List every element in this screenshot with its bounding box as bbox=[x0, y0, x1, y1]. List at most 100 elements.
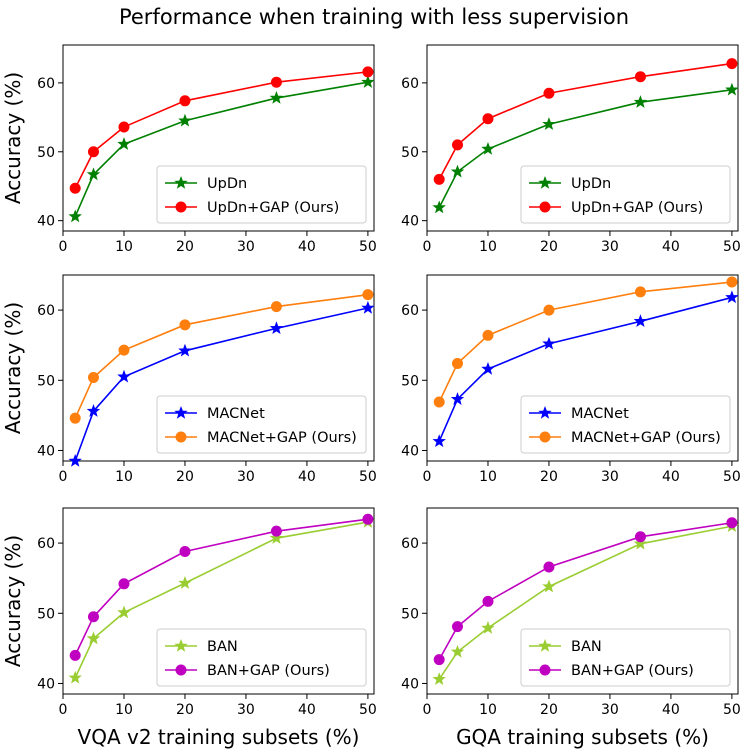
legend: MACNet MACNet+GAP (Ours) bbox=[156, 395, 367, 454]
data-point bbox=[117, 605, 131, 619]
legend-item: BAN bbox=[165, 638, 238, 655]
legend-label: BAN bbox=[571, 639, 602, 655]
x-tick-label: 20 bbox=[540, 469, 558, 485]
legend-marker bbox=[174, 638, 188, 652]
legend-marker bbox=[539, 201, 551, 213]
data-point bbox=[543, 304, 555, 316]
x-tick-label: 40 bbox=[298, 469, 316, 485]
x-tick-label: 10 bbox=[115, 702, 133, 718]
data-point bbox=[69, 412, 81, 424]
series-macnet bbox=[68, 300, 375, 467]
legend-marker bbox=[539, 431, 551, 443]
data-point bbox=[432, 200, 446, 214]
data-point bbox=[543, 561, 555, 573]
data-point bbox=[633, 536, 648, 550]
x-tick-label: 50 bbox=[723, 469, 741, 485]
series-macnet-gap-ours- bbox=[69, 289, 374, 424]
x-tick-label: 10 bbox=[479, 239, 497, 255]
data-point bbox=[481, 620, 495, 634]
legend-item: MACNet+GAP (Ours) bbox=[529, 430, 721, 446]
data-point bbox=[270, 525, 282, 537]
series-ban-gap-ours- bbox=[433, 517, 738, 666]
x-tick-label: 20 bbox=[540, 702, 558, 718]
y-axis-label: Accuracy (%) bbox=[1, 302, 25, 434]
legend-label: MACNet bbox=[571, 406, 629, 422]
y-tick-label: 60 bbox=[37, 76, 55, 92]
legend-marker bbox=[538, 175, 552, 189]
series-updn-gap-ours- bbox=[433, 58, 738, 185]
data-point bbox=[269, 531, 284, 544]
legend-marker bbox=[538, 405, 552, 419]
x-tick-label: 0 bbox=[59, 469, 68, 485]
x-tick-label: 30 bbox=[237, 469, 255, 485]
x-tick-label: 10 bbox=[115, 469, 133, 485]
x-tick-label: 50 bbox=[359, 702, 377, 718]
data-point bbox=[725, 290, 739, 304]
data-point bbox=[86, 167, 101, 181]
chart-panel-5: 0 10 20 30 40 50 40 50 60 Accuracy (%) VQA v2 trai… bbox=[1, 507, 377, 749]
x-tick-label: 0 bbox=[59, 239, 68, 255]
data-point bbox=[68, 453, 82, 467]
data-point bbox=[726, 517, 738, 529]
x-tick-label: 20 bbox=[176, 239, 194, 255]
data-point bbox=[450, 392, 465, 405]
legend-marker bbox=[175, 431, 187, 443]
legend: MACNet MACNet+GAP (Ours) bbox=[520, 395, 731, 454]
data-point bbox=[432, 434, 446, 448]
data-point bbox=[87, 611, 99, 623]
x-tick-label: 50 bbox=[723, 239, 741, 255]
data-point bbox=[87, 146, 99, 158]
legend-box bbox=[156, 165, 367, 224]
legend-item: BAN+GAP (Ours) bbox=[165, 663, 330, 679]
y-tick-label: 60 bbox=[401, 76, 419, 92]
legend-marker bbox=[174, 175, 188, 189]
x-tick-label: 30 bbox=[601, 239, 619, 255]
x-tick-label: 40 bbox=[662, 702, 680, 718]
y-tick-label: 60 bbox=[401, 303, 419, 319]
series-line bbox=[438, 88, 733, 208]
chart-panel-2: 0 10 20 30 40 50 40 50 60 UpDn UpDn+GAP (Ours) bbox=[401, 44, 741, 255]
x-tick-label: 50 bbox=[359, 239, 377, 255]
legend-label: UpDn+GAP (Ours) bbox=[571, 200, 703, 216]
legend-marker bbox=[174, 405, 188, 419]
data-point bbox=[178, 343, 192, 357]
data-point bbox=[69, 649, 81, 661]
legend-marker bbox=[538, 638, 552, 652]
data-point bbox=[87, 371, 99, 383]
legend-label: MACNet+GAP (Ours) bbox=[571, 430, 721, 446]
data-point bbox=[543, 87, 555, 99]
x-tick-label: 30 bbox=[601, 702, 619, 718]
data-point bbox=[451, 357, 463, 369]
legend-item: BAN bbox=[529, 638, 602, 655]
y-tick-label: 40 bbox=[401, 676, 419, 692]
data-point bbox=[433, 654, 445, 666]
series-ban-gap-ours- bbox=[69, 513, 374, 661]
y-tick-label: 60 bbox=[37, 536, 55, 552]
y-tick-label: 40 bbox=[37, 676, 55, 692]
legend-box bbox=[520, 628, 731, 687]
data-point bbox=[178, 113, 192, 127]
data-point bbox=[69, 182, 81, 194]
y-axis-label: Accuracy (%) bbox=[1, 72, 25, 204]
x-tick-label: 0 bbox=[59, 702, 68, 718]
data-point bbox=[68, 670, 82, 684]
x-tick-label: 50 bbox=[723, 702, 741, 718]
data-point bbox=[362, 66, 374, 78]
data-point bbox=[725, 82, 739, 96]
legend: UpDn UpDn+GAP (Ours) bbox=[520, 165, 731, 224]
series-line bbox=[438, 521, 733, 660]
data-point bbox=[118, 578, 130, 590]
legend: UpDn UpDn+GAP (Ours) bbox=[156, 165, 367, 224]
legend-item: UpDn bbox=[165, 175, 247, 192]
data-point bbox=[361, 75, 375, 88]
x-tick-label: 50 bbox=[359, 469, 377, 485]
legend-label: UpDn bbox=[207, 176, 247, 192]
y-tick-label: 60 bbox=[37, 303, 55, 319]
legend-marker bbox=[175, 664, 187, 676]
data-point bbox=[451, 139, 463, 151]
y-tick-label: 40 bbox=[401, 443, 419, 459]
legend-item: MACNet bbox=[165, 405, 265, 422]
legend-marker bbox=[175, 201, 187, 213]
x-tick-label: 10 bbox=[115, 239, 133, 255]
legend-marker bbox=[539, 664, 551, 676]
